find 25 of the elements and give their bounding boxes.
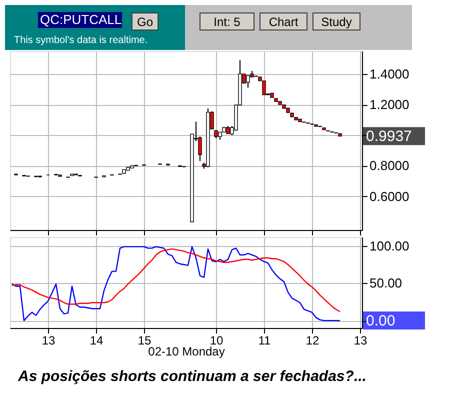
text: 0.00: [366, 312, 396, 330]
y-tick-label: 50.00: [370, 276, 402, 291]
y-tick-label: 1.4000: [370, 66, 410, 82]
x-tick-label: 14: [90, 334, 104, 348]
x-tick-label: 13: [42, 334, 56, 348]
y-tick-label: 0.8000: [370, 158, 410, 174]
text: Go: [136, 15, 154, 29]
y-tick-label: 100.00: [370, 238, 410, 254]
x-tick-label: 15: [138, 334, 152, 348]
x-tick-label: 11: [258, 334, 272, 348]
y-tick-label: 0.6000: [370, 188, 410, 204]
chart-title: QC:PUTCALL: [40, 12, 122, 27]
y-tick-label: 1.2000: [370, 97, 410, 112]
x-tick-label: 10: [210, 334, 224, 348]
text: Int: 5: [214, 15, 241, 29]
x-axis-title: 02-10 Monday: [148, 344, 225, 358]
x-tick-label: 12: [306, 334, 320, 348]
text: As posições shorts continuam a ser fechadas?...: [17, 368, 366, 385]
text: Chart: [268, 15, 299, 29]
candlestick: [262, 80, 266, 96]
text: 0.9937: [366, 128, 412, 146]
candlestick: [246, 74, 250, 88]
text: Study: [321, 15, 352, 29]
chart-subtitle: This symbol's data is realtime.: [14, 35, 148, 46]
x-tick-label: 13: [354, 334, 368, 348]
